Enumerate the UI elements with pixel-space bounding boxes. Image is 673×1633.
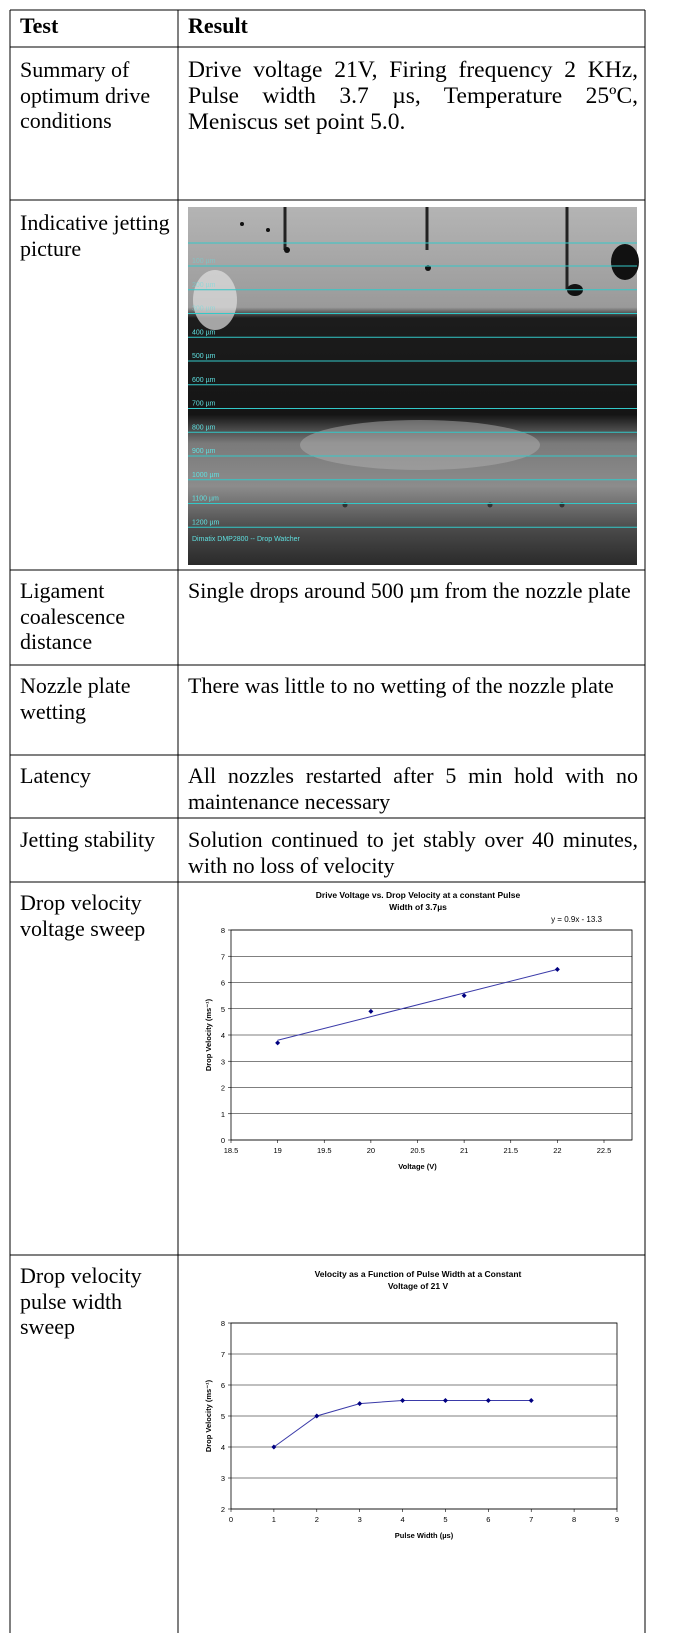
chart: Drive Voltage vs. Drop Velocity at a con…: [204, 890, 633, 1171]
result-text: All nozzles restarted after 5 min hold w…: [188, 763, 638, 814]
y-tick-label: 4: [221, 1031, 225, 1040]
data-point: [485, 1398, 491, 1403]
y-tick-label: 2: [221, 1505, 225, 1514]
data-point: [528, 1398, 534, 1403]
result-text: Single drops around 500 µm from the nozz…: [188, 578, 631, 603]
data-point: [554, 966, 560, 972]
y-tick-label: 8: [221, 1319, 225, 1328]
scale-label: 900 µm: [192, 448, 216, 455]
chart-title: Voltage of 21 V: [388, 1281, 449, 1291]
y-tick-label: 2: [221, 1084, 225, 1093]
y-tick-label: 8: [221, 926, 225, 935]
x-tick-label: 20.5: [410, 1146, 425, 1155]
y-tick-label: 4: [221, 1443, 225, 1452]
x-tick-label: 6: [486, 1515, 490, 1524]
x-axis-label: Pulse Width (µs): [395, 1531, 454, 1540]
scale-label: 200 µm: [192, 282, 216, 289]
y-axis-label: Drop Velocity (ms⁻¹): [204, 998, 213, 1071]
scale-label: 300 µm: [192, 306, 216, 313]
y-tick-label: 3: [221, 1474, 225, 1483]
scale-label: 1200 µm: [192, 519, 220, 526]
x-tick-label: 2: [315, 1515, 319, 1524]
x-tick-label: 4: [400, 1515, 404, 1524]
x-tick-label: 7: [529, 1515, 533, 1524]
x-axis-label: Voltage (V): [398, 1162, 437, 1171]
y-tick-label: 5: [221, 1412, 225, 1421]
plot-area: [230, 1322, 618, 1510]
picture-caption: Dimatix DMP2800 -- Drop Watcher: [192, 536, 301, 543]
y-tick-label: 5: [221, 1005, 225, 1014]
data-point: [271, 1444, 277, 1450]
y-axis-label: Drop Velocity (ms⁻¹): [204, 1379, 213, 1452]
header-result: Result: [188, 13, 248, 38]
table-borders: [9, 9, 646, 1633]
header-test: Test: [20, 13, 59, 38]
scale-label: 600 µm: [192, 377, 216, 384]
x-tick-label: 9: [615, 1515, 619, 1524]
result-text: Drive voltage 21V, Firing frequency 2 KH…: [188, 57, 638, 135]
data-point: [400, 1398, 406, 1403]
x-tick-label: 21: [460, 1146, 468, 1155]
jetting-picture: 100 µm 200 µm 300 µm 400 µm 500 µm 600 µm 700 …: [188, 207, 639, 565]
chart-title: Width of 3.7µs: [389, 902, 447, 912]
chart-title: Velocity as a Function of Pulse Width at…: [315, 1269, 522, 1279]
y-tick-label: 6: [221, 1381, 225, 1390]
x-tick-label: 1: [272, 1515, 276, 1524]
test-name: Indicative jetting picture: [20, 210, 170, 261]
result-text: There was little to no wetting of the no…: [188, 673, 614, 698]
test-name: Latency: [20, 763, 91, 788]
y-tick-label: 7: [221, 1350, 225, 1359]
plot-area: [230, 929, 633, 1141]
scale-label: 1100 µm: [192, 496, 219, 503]
data-point: [357, 1401, 363, 1407]
test-name: Drop velocity pulse width sweep: [20, 1263, 142, 1339]
scale-label: 500 µm: [192, 353, 216, 360]
test-name: Drop velocity voltage sweep: [20, 890, 146, 941]
x-tick-label: 3: [358, 1515, 362, 1524]
scale-label: 400 µm: [192, 329, 216, 336]
data-point: [461, 993, 467, 999]
scale-label: 800 µm: [192, 424, 216, 431]
x-tick-label: 19: [273, 1146, 281, 1155]
x-tick-label: 19.5: [317, 1146, 332, 1155]
x-tick-label: 5: [443, 1515, 447, 1524]
scale-label: 100 µm: [192, 258, 216, 265]
trendline: [277, 968, 558, 1041]
x-tick-label: 22.5: [597, 1146, 612, 1155]
data-point: [314, 1413, 320, 1419]
chart-title: Drive Voltage vs. Drop Velocity at a con…: [316, 890, 521, 900]
y-tick-label: 1: [221, 1110, 225, 1119]
x-tick-label: 20: [367, 1146, 375, 1155]
x-tick-label: 21.5: [503, 1146, 518, 1155]
test-name: Nozzle plate wetting: [20, 673, 131, 724]
y-tick-label: 6: [221, 979, 225, 988]
data-point: [442, 1398, 448, 1403]
x-tick-label: 8: [572, 1515, 576, 1524]
y-tick-label: 7: [221, 952, 225, 961]
data-point: [368, 1008, 374, 1014]
data-point: [275, 1040, 281, 1046]
test-name: Summary of optimum drive conditions: [20, 57, 151, 133]
x-tick-label: 18.5: [224, 1146, 239, 1155]
y-tick-label: 3: [221, 1057, 225, 1066]
x-tick-label: 22: [553, 1146, 561, 1155]
test-name: Jetting stability: [20, 827, 156, 852]
scale-label: 1000 µm: [192, 472, 220, 479]
result-text: Solution continued to jet stably over 40…: [188, 827, 638, 878]
test-name: Ligament coalescence distance: [20, 578, 126, 654]
x-tick-label: 0: [229, 1515, 233, 1524]
scale-label: 700 µm: [192, 401, 216, 408]
trendline-label: y = 0.9x - 13.3: [551, 915, 602, 924]
series-line: [273, 1400, 532, 1448]
chart: Velocity as a Function of Pulse Width at…: [204, 1269, 619, 1540]
y-tick-label: 0: [221, 1136, 225, 1145]
